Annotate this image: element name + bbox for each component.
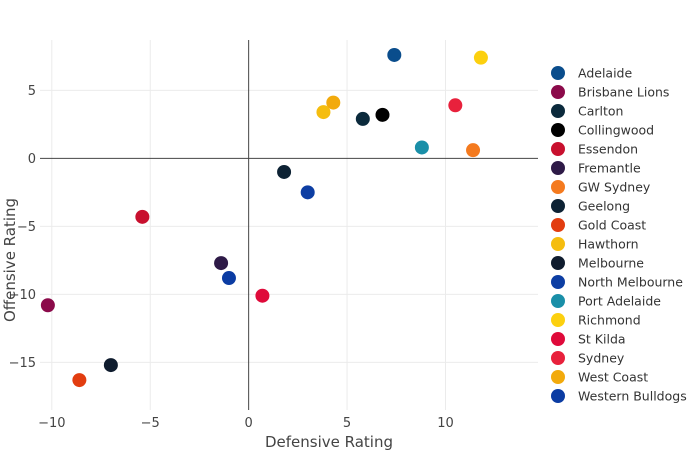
legend-marker xyxy=(551,351,565,365)
x-tick-label: 10 xyxy=(437,416,454,431)
legend-marker xyxy=(551,123,565,137)
legend-marker xyxy=(551,294,565,308)
legend-entry-essendon[interactable]: Essendon xyxy=(578,142,638,157)
data-point-gw-sydney[interactable] xyxy=(466,143,481,158)
data-point-fremantle[interactable] xyxy=(214,256,229,271)
legend-entry-hawthorn[interactable]: Hawthorn xyxy=(578,237,639,252)
x-tick-label: 0 xyxy=(245,416,253,431)
grid-lines xyxy=(40,40,538,410)
y-tick-label: −10 xyxy=(9,288,36,303)
data-point-sydney[interactable] xyxy=(448,98,463,113)
data-point-gold-coast[interactable] xyxy=(72,373,87,388)
legend-entry-adelaide[interactable]: Adelaide xyxy=(578,66,632,81)
data-point-west-coast[interactable] xyxy=(326,95,341,110)
data-point-richmond[interactable] xyxy=(473,50,488,65)
legend-marker xyxy=(551,66,565,80)
legend-entry-port-adelaide[interactable]: Port Adelaide xyxy=(578,294,661,309)
legend-marker xyxy=(551,104,565,118)
tick-labels: −10 −5 0 5 10 −15 −10 −5 0 5 xyxy=(9,84,454,431)
data-point-hawthorn[interactable] xyxy=(316,105,331,120)
data-point-geelong[interactable] xyxy=(277,164,292,179)
legend-entry-carlton[interactable]: Carlton xyxy=(578,104,623,119)
y-tick-label: −15 xyxy=(9,356,36,371)
data-point-collingwood[interactable] xyxy=(375,107,390,122)
data-point-melbourne[interactable] xyxy=(103,358,118,373)
legend-entry-geelong[interactable]: Geelong xyxy=(578,199,630,214)
legend-marker xyxy=(551,332,565,346)
legend-marker xyxy=(551,256,565,270)
legend-marker xyxy=(551,199,565,213)
legend-marker xyxy=(551,313,565,327)
y-tick-label: 0 xyxy=(28,152,36,167)
zero-lines xyxy=(40,40,538,410)
legend-marker xyxy=(551,389,565,403)
legend-entry-collingwood[interactable]: Collingwood xyxy=(578,123,654,138)
data-point-brisbane-lions[interactable] xyxy=(40,298,55,313)
data-point-st-kilda[interactable] xyxy=(255,288,270,303)
legend-marker xyxy=(551,370,565,384)
data-point-adelaide[interactable] xyxy=(387,47,402,62)
data-point-north-melbourne[interactable] xyxy=(300,185,315,200)
legend-entry-brisbane-lions[interactable]: Brisbane Lions xyxy=(578,85,669,100)
legend-entry-gw-sydney[interactable]: GW Sydney xyxy=(578,180,651,195)
legend-marker xyxy=(551,142,565,156)
y-tick-label: 5 xyxy=(28,84,36,99)
legend-marker xyxy=(551,218,565,232)
legend-entry-gold-coast[interactable]: Gold Coast xyxy=(578,218,646,233)
data-point-carlton[interactable] xyxy=(355,111,370,126)
legend-marker xyxy=(551,180,565,194)
legend-marker xyxy=(551,85,565,99)
x-tick-label: 5 xyxy=(343,416,351,431)
legend: Adelaide Brisbane Lions Carlton Collingwood… xyxy=(551,66,687,404)
legend-entry-west-coast[interactable]: West Coast xyxy=(578,370,648,385)
y-tick-label: −5 xyxy=(17,220,36,235)
legend-entry-melbourne[interactable]: Melbourne xyxy=(578,256,644,271)
legend-marker xyxy=(551,237,565,251)
x-tick-label: −5 xyxy=(141,416,160,431)
legend-marker xyxy=(551,161,565,175)
legend-entry-sydney[interactable]: Sydney xyxy=(578,351,625,366)
x-axis-title: Defensive Rating xyxy=(265,433,393,450)
data-point-port-adelaide[interactable] xyxy=(414,140,429,155)
legend-entry-western-bulldogs[interactable]: Western Bulldogs xyxy=(578,389,687,404)
y-axis-title: Offensive Rating xyxy=(1,198,19,322)
legend-entry-north-melbourne[interactable]: North Melbourne xyxy=(578,275,683,290)
data-point-western-bulldogs[interactable] xyxy=(221,271,236,286)
x-tick-label: −10 xyxy=(38,416,65,431)
legend-entry-richmond[interactable]: Richmond xyxy=(578,313,641,328)
data-points xyxy=(40,47,488,388)
legend-entry-fremantle[interactable]: Fremantle xyxy=(578,161,641,176)
legend-entry-st-kilda[interactable]: St Kilda xyxy=(578,332,626,347)
data-point-essendon[interactable] xyxy=(135,209,150,224)
legend-marker xyxy=(551,275,565,289)
